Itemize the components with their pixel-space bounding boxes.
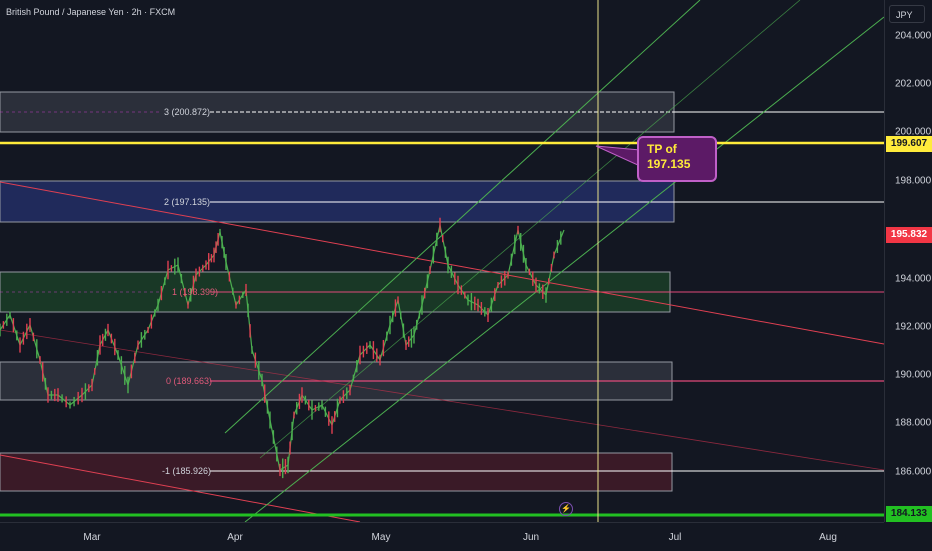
time-label: Mar <box>83 532 101 543</box>
fib-zone-neg1 <box>0 452 673 492</box>
channel-lower <box>244 16 884 522</box>
fib-label-2: 2 (197.135) <box>164 197 211 207</box>
price-tick: 202.000 <box>895 78 932 90</box>
chart-area[interactable]: British Pound / Japanese Yen · 2h · FXCM… <box>0 0 884 522</box>
price-line <box>0 224 565 471</box>
price-tick: 192.000 <box>895 321 932 333</box>
lightning-icon[interactable]: ⚡ <box>559 502 573 516</box>
fib-label-1: 1 (193.399) <box>172 287 219 297</box>
candles <box>0 217 562 479</box>
fib-label-3: 3 (200.872) <box>164 107 211 117</box>
currency-button[interactable]: JPY <box>889 5 925 23</box>
tp-callout[interactable]: TP of 197.135 <box>637 136 717 182</box>
time-label: Aug <box>819 532 837 543</box>
price-tick: 200.000 <box>895 126 932 138</box>
channel-middle <box>259 0 801 459</box>
fib-label-0: 0 (189.663) <box>166 376 213 386</box>
price-tick: 194.000 <box>895 273 932 285</box>
price-tick: 190.000 <box>895 369 932 381</box>
time-label: May <box>371 532 391 543</box>
trendline-upper <box>0 181 884 345</box>
callout-pointer <box>595 145 641 167</box>
trendline-lower <box>0 454 361 522</box>
price-axis[interactable] <box>884 0 932 522</box>
chart-title: British Pound / Japanese Yen · 2h · FXCM <box>6 7 176 17</box>
tp-callout-line1: TP of <box>647 142 677 156</box>
fib-label-neg1: -1 (185.926) <box>162 466 212 476</box>
tp-callout-line2: 197.135 <box>647 157 691 171</box>
price-tick: 204.000 <box>895 30 932 42</box>
price-tick: 188.000 <box>895 417 932 429</box>
time-label: Jul <box>668 532 682 543</box>
time-label: Jun <box>522 532 540 543</box>
time-axis[interactable] <box>0 522 884 551</box>
last-price-tag: 195.832 <box>886 227 932 243</box>
price-tick: 198.000 <box>895 175 932 187</box>
tp-price-tag: 199.607 <box>886 136 932 152</box>
trendline-middle <box>0 329 884 471</box>
low-price-tag: 184.133 <box>886 506 932 522</box>
channel-upper <box>224 0 701 434</box>
price-tick: 186.000 <box>895 466 932 478</box>
time-label: Apr <box>227 532 243 543</box>
chart-canvas[interactable] <box>0 0 884 522</box>
